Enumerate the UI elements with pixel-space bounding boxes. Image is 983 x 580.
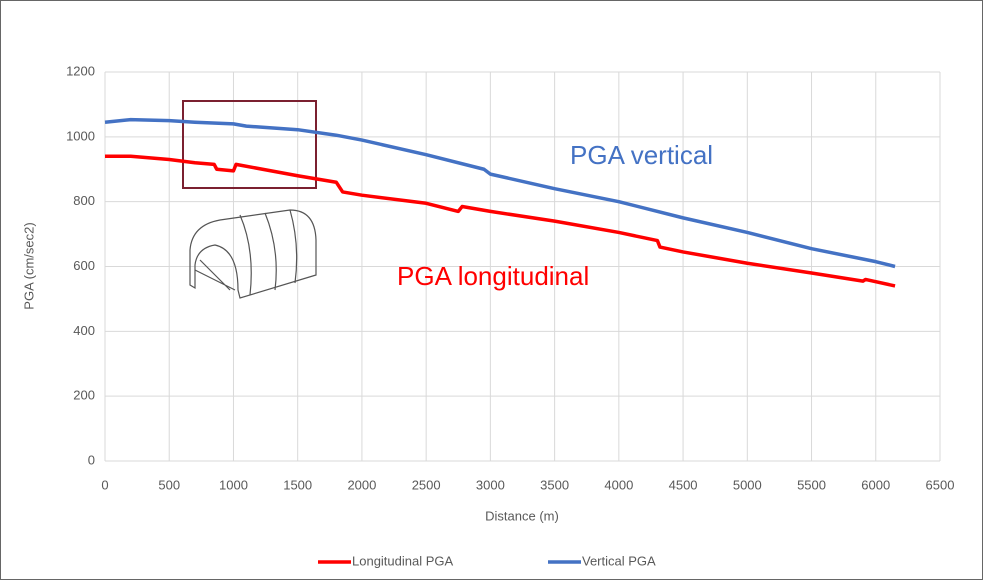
- annotation: PGA longitudinal: [397, 261, 589, 291]
- annotation: PGA vertical: [570, 140, 713, 170]
- x-tick-label: 4500: [669, 477, 698, 492]
- x-tick-label: 4000: [604, 477, 633, 492]
- x-tick-label: 2000: [347, 477, 376, 492]
- y-tick-label: 200: [73, 388, 95, 403]
- y-tick-label: 1000: [66, 128, 95, 143]
- y-tick-label: 0: [88, 452, 95, 467]
- x-tick-label: 3000: [476, 477, 505, 492]
- tunnel-icon: [189, 209, 317, 299]
- data-line: [105, 154, 896, 288]
- x-tick-label: 1000: [219, 477, 248, 492]
- x-axis-label: Distance (m): [485, 508, 559, 523]
- x-tick-label: 5000: [733, 477, 762, 492]
- x-tick-label: 5500: [797, 477, 826, 492]
- y-tick-label: 600: [73, 258, 95, 273]
- data-line: [104, 117, 896, 269]
- highlight-box: [182, 100, 317, 189]
- x-tick-label: 6000: [861, 477, 890, 492]
- y-axis-label: PGA (cm/sec2): [21, 222, 36, 309]
- x-tick-label: 0: [101, 477, 108, 492]
- y-tick-label: 400: [73, 323, 95, 338]
- x-tick-label: 3500: [540, 477, 569, 492]
- y-tick-label: 1200: [66, 63, 95, 78]
- x-tick-label: 2500: [412, 477, 441, 492]
- legend-label: Vertical PGA: [582, 553, 656, 568]
- grid: [104, 71, 941, 462]
- legend-label: Longitudinal PGA: [352, 553, 454, 568]
- x-tick-label: 1500: [283, 477, 312, 492]
- x-tick-label: 500: [158, 477, 180, 492]
- x-tick-label: 6500: [926, 477, 955, 492]
- y-tick-label: 800: [73, 193, 95, 208]
